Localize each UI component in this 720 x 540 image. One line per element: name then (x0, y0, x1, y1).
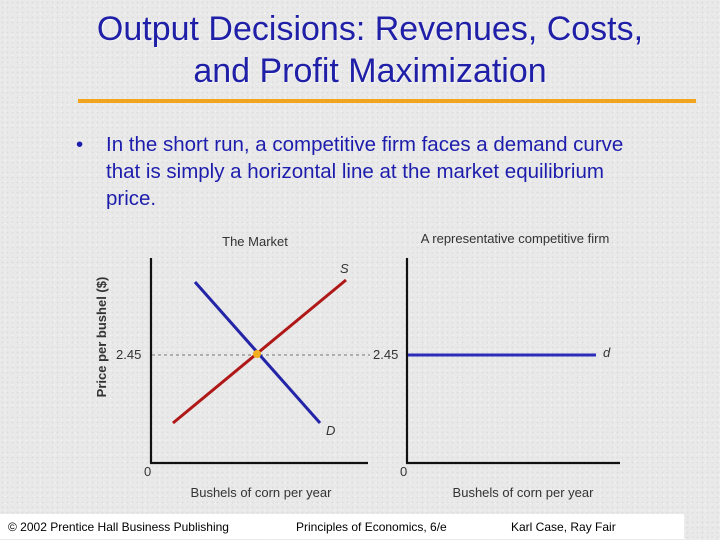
market-title: The Market (222, 234, 288, 249)
firm-title: A representative competitive firm (421, 231, 610, 246)
bullet-text: In the short run, a competitive firm fac… (106, 133, 624, 210)
footer-copyright: © 2002 Prentice Hall Business Publishing (8, 520, 229, 534)
firm-x-axis-label: Bushels of corn per year (453, 485, 595, 500)
market-x-axis-label: Bushels of corn per year (191, 485, 333, 500)
market-y-axis-label: Price per bushel ($) (94, 277, 109, 398)
footer-book-title: Principles of Economics, 6/e (296, 520, 447, 534)
firm-price-label: 2.45 (373, 347, 398, 362)
firm-demand-label: d (603, 345, 611, 360)
supply-curve-label: S (340, 261, 349, 276)
equilibrium-point (253, 350, 261, 358)
firm-origin-label: 0 (400, 464, 407, 479)
slide-title-line-1: Output Decisions: Revenues, Costs, (96, 10, 644, 48)
demand-curve-label: D (326, 423, 335, 438)
slide-title-line-2: and Profit Maximization (193, 52, 547, 90)
slide-title: Output Decisions: Revenues, Costs, and P… (40, 8, 700, 92)
market-panel: The Market Price per bushel ($) 0 2.45 S… (94, 234, 370, 500)
title-underline (78, 99, 696, 103)
footer-authors: Karl Case, Ray Fair (511, 520, 616, 534)
firm-panel: A representative competitive firm 0 2.45… (373, 231, 620, 500)
market-price-label: 2.45 (116, 347, 141, 362)
footer-bar (0, 514, 684, 539)
market-origin-label: 0 (144, 464, 151, 479)
bullet-point: • In the short run, a competitive firm f… (76, 131, 636, 212)
bullet-marker: • (76, 133, 84, 156)
